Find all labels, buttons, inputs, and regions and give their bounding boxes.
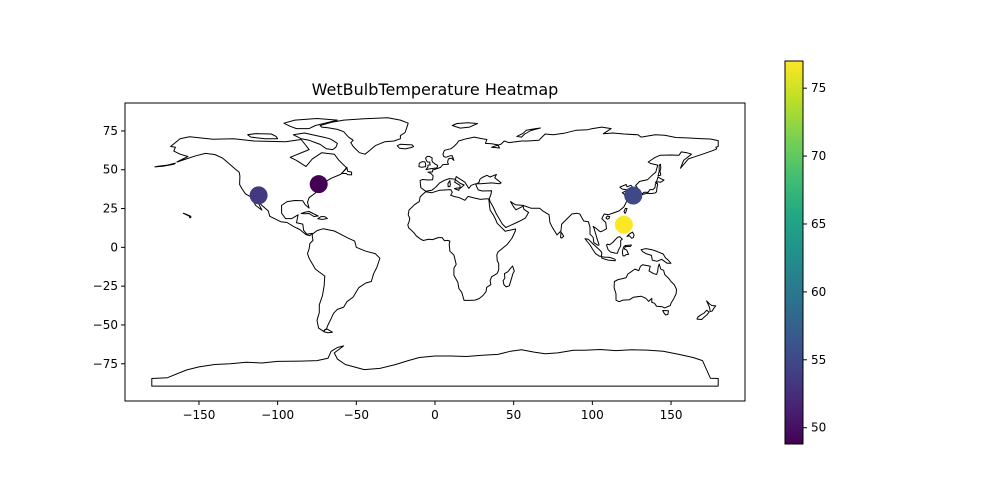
- colorbar-tick-label: 75: [811, 81, 826, 95]
- y-tick-label: −50: [93, 318, 118, 332]
- coastline-sardinia-corsica: [447, 180, 451, 188]
- coastline-australia: [613, 263, 677, 309]
- colorbar-axis: 50 55 60 65 70 75: [803, 81, 826, 435]
- coastline-sakhalin: [657, 163, 662, 177]
- x-tick-label: −50: [344, 408, 369, 422]
- world-coastline-map: [151, 117, 719, 387]
- data-point: [249, 186, 268, 205]
- coastline-greenland: [319, 117, 409, 155]
- coastline-victoria-island: [247, 133, 279, 140]
- colorbar-tick-label: 55: [811, 353, 826, 367]
- x-tick-label: 150: [660, 408, 683, 422]
- x-axis: −150 −100 −50 0 50 100 150: [182, 401, 682, 422]
- data-point: [614, 215, 633, 234]
- coastline-svalbard: [451, 122, 478, 129]
- y-axis: −75 −50 −25 0 25 50 75: [93, 124, 125, 371]
- coastline-taiwan: [623, 207, 628, 214]
- data-point: [624, 186, 643, 205]
- coastline-hainan: [605, 215, 611, 220]
- coastline-borneo: [606, 236, 623, 254]
- y-tick-label: −25: [93, 279, 118, 293]
- x-tick-label: 100: [581, 408, 604, 422]
- coastline-aleutian-islands: [154, 162, 176, 168]
- y-tick-label: 25: [103, 202, 118, 216]
- colorbar-tick-label: 65: [811, 217, 826, 231]
- x-tick-label: 0: [431, 408, 439, 422]
- coastline-africa: [407, 189, 517, 301]
- colorbar-frame: [784, 60, 804, 445]
- coastline-iceland: [396, 143, 415, 150]
- coastline-north-america: [170, 136, 348, 237]
- coastline-hokkaido: [654, 176, 665, 184]
- x-tick-label: −100: [261, 408, 294, 422]
- colorbar-tick-label: 60: [811, 285, 826, 299]
- coastline-tasmania: [662, 310, 669, 316]
- coastline-java: [601, 256, 616, 262]
- coastline-south-america: [307, 228, 381, 332]
- coastline-baffin-island: [292, 132, 338, 151]
- coastline-hispaniola: [317, 216, 328, 220]
- coastline-new-zealand-north: [706, 300, 717, 312]
- coastline-japan: [639, 182, 659, 200]
- y-tick-label: −75: [93, 357, 118, 371]
- y-tick-label: 0: [110, 240, 118, 254]
- coastline-hawaii: [182, 212, 192, 219]
- coastline-antarctica: [151, 345, 719, 387]
- colorbar: [785, 61, 803, 444]
- scatter-points: [249, 175, 643, 234]
- data-point: [309, 175, 328, 194]
- coastline-great-britain: [425, 155, 439, 171]
- coastline-madagascar: [502, 265, 515, 288]
- coastline-new-zealand-south: [696, 309, 710, 320]
- x-tick-label: 50: [506, 408, 521, 422]
- x-tick-label: −150: [182, 408, 215, 422]
- coastline-philippines-mindanao: [626, 231, 635, 239]
- colorbar-tick-label: 70: [811, 149, 826, 163]
- coastline-tierra-del-fuego: [323, 328, 333, 334]
- coastline-sulawesi: [621, 244, 632, 257]
- y-tick-label: 75: [103, 124, 118, 138]
- coastline-ellesmere-island: [283, 118, 338, 130]
- coastline-eurasia: [419, 126, 719, 246]
- chart-title: WetBulbTemperature Heatmap: [312, 80, 559, 99]
- coastline-new-guinea: [640, 248, 672, 264]
- y-tick-label: 50: [103, 163, 118, 177]
- coastline-ireland: [418, 161, 427, 168]
- colorbar-tick-label: 50: [811, 421, 826, 435]
- coastline-novaya-zemlya: [516, 127, 541, 138]
- coastline-sicily: [454, 187, 460, 191]
- coastline-newfoundland: [341, 166, 353, 176]
- coastline-sri-lanka: [560, 231, 565, 239]
- coastline-cuba: [300, 211, 319, 217]
